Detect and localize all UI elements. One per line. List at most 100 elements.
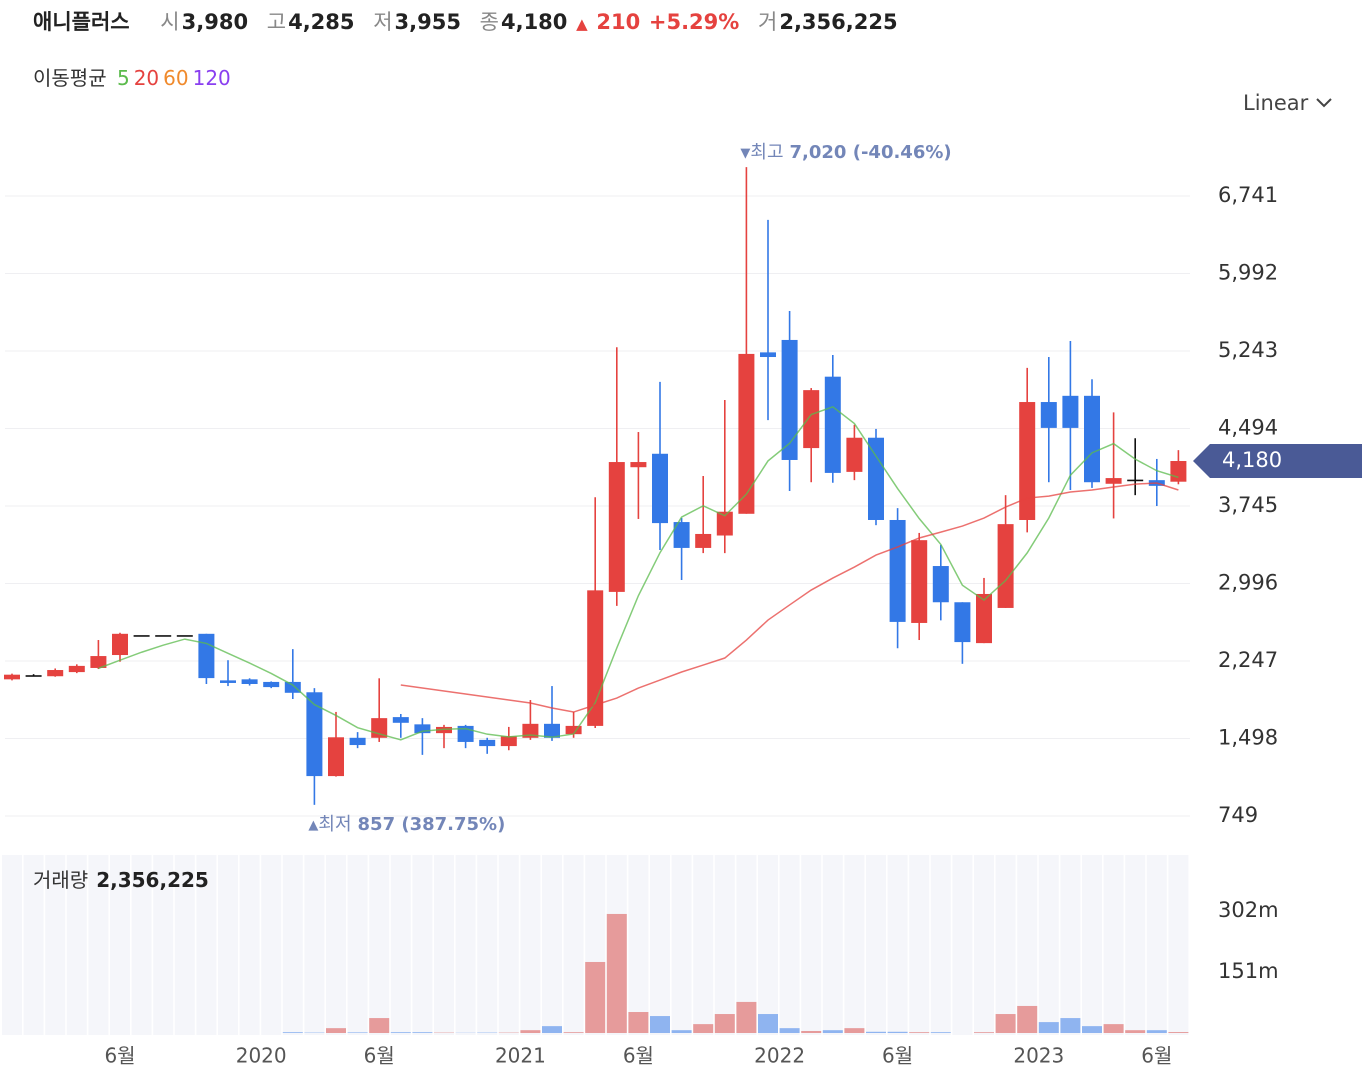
candle-body (889, 519, 906, 622)
volume-column-bg (887, 855, 908, 1035)
legend-item: 60 (163, 66, 189, 90)
volume-column-bg (326, 855, 346, 1035)
volume-column-bg (66, 855, 87, 1035)
candle-body (25, 675, 42, 677)
candle-body (932, 566, 949, 603)
volume-column-bg (196, 855, 217, 1035)
x-tick-label: 2023 (1013, 1044, 1064, 1068)
field-value: 4,180 (500, 10, 568, 34)
candle-body (803, 390, 820, 449)
field-label: 거 (758, 10, 778, 34)
candle-body (1170, 461, 1187, 482)
y-tick-label: 5,992 (1218, 261, 1278, 285)
volume-column-bg (1103, 855, 1124, 1035)
candle-body (4, 674, 20, 680)
y-tick-label: 5,243 (1218, 338, 1278, 362)
x-tick-label: 6월 (1141, 1044, 1172, 1068)
change-percent: +5.29% (648, 10, 740, 34)
field-label: 종 (479, 10, 499, 34)
volume-column-bg (239, 855, 260, 1035)
volume-column-bg (520, 855, 541, 1035)
volume-column-bg (261, 855, 282, 1035)
volume-column-bg (347, 855, 368, 1035)
volume-column-bg (628, 855, 649, 1035)
candle-body (1127, 479, 1144, 482)
annotation-marker: ▲ (308, 817, 318, 832)
candle-body (565, 725, 582, 735)
volume-column-bg (1168, 855, 1189, 1035)
annotation-text: 7,020 (-40.46%) (790, 142, 952, 163)
volume-column-bg (1060, 855, 1081, 1035)
candle-body (241, 679, 258, 684)
chevron-icon (1316, 98, 1332, 108)
candle-body (392, 717, 409, 723)
field-label: 고 (266, 10, 287, 34)
candle-body (220, 680, 236, 683)
volume-bar (736, 1001, 757, 1033)
volume-column-bg (930, 855, 951, 1035)
volume-column-bg (304, 855, 325, 1035)
candle-body (306, 692, 323, 777)
volume-bar (1125, 1030, 1146, 1033)
volume-bar (520, 1030, 541, 1033)
x-tick-label: 6월 (104, 1044, 135, 1068)
candle-body (954, 602, 971, 643)
volume-column-bg (779, 855, 800, 1035)
volume-column-bg (1125, 855, 1146, 1035)
candle-body (479, 739, 496, 747)
candle-body (544, 723, 560, 738)
volume-column-bg (498, 855, 519, 1035)
volume-column-bg (455, 855, 476, 1035)
candle-body (176, 635, 193, 637)
candle-body (1019, 402, 1036, 520)
volume-column-bg (1038, 855, 1059, 1035)
field-label: 시 (160, 10, 180, 34)
candle-body (911, 540, 928, 623)
volume-column-bg (866, 855, 886, 1035)
quote-header: 애니플러스 시3,980 고4,285 저3,955 종4,180 ▲ 210 … (33, 6, 900, 36)
scale-dropdown[interactable]: Linear (1243, 91, 1332, 115)
volume-column-bg (390, 855, 411, 1035)
ma-line (400, 482, 1179, 713)
field-value: 3,955 (394, 10, 461, 34)
volume-bar (390, 1032, 411, 1033)
volume-column-bg (1082, 855, 1102, 1035)
candle-body (414, 724, 431, 734)
volume-title-label: 거래량 (33, 868, 88, 892)
candle-body (90, 656, 107, 668)
candle-body (328, 737, 344, 777)
volume-column-bg (2, 855, 22, 1035)
volume-bar (995, 1014, 1016, 1033)
y-tick-label: 2,247 (1218, 648, 1278, 672)
candle-body (198, 633, 215, 679)
candle-body (1040, 402, 1057, 428)
volume-bar (347, 1032, 368, 1033)
candle-body (630, 462, 647, 468)
y-tick-label: 302m (1218, 898, 1279, 922)
legend-item: 20 (133, 66, 160, 90)
candle-body (824, 376, 841, 473)
annotation-text: 857 (387.75%) (358, 814, 506, 835)
volume-column-bg (995, 855, 1016, 1035)
volume-bar (1082, 1026, 1102, 1033)
volume-bar (326, 1028, 346, 1033)
volume-column-bg (174, 855, 195, 1035)
volume-title: 거래량 2,356,225 (33, 868, 209, 892)
candle-body (1105, 478, 1122, 484)
x-tick-label: 2020 (236, 1044, 287, 1068)
volume-column-bg (412, 855, 433, 1035)
y-tick-label: 6,741 (1218, 183, 1278, 207)
volume-column-bg (218, 855, 238, 1035)
scale-label[interactable]: Linear (1243, 91, 1309, 115)
field-value: 3,980 (181, 10, 249, 34)
x-tick-label: 6월 (623, 1044, 654, 1068)
candle-body (500, 736, 517, 747)
volume-column-bg (952, 855, 973, 1035)
volume-bar (585, 961, 606, 1033)
candle-body (155, 635, 172, 637)
candle-body (47, 670, 64, 677)
volume-column-bg (671, 855, 692, 1035)
volume-column-bg (693, 855, 714, 1035)
volume-bar (909, 1032, 930, 1033)
